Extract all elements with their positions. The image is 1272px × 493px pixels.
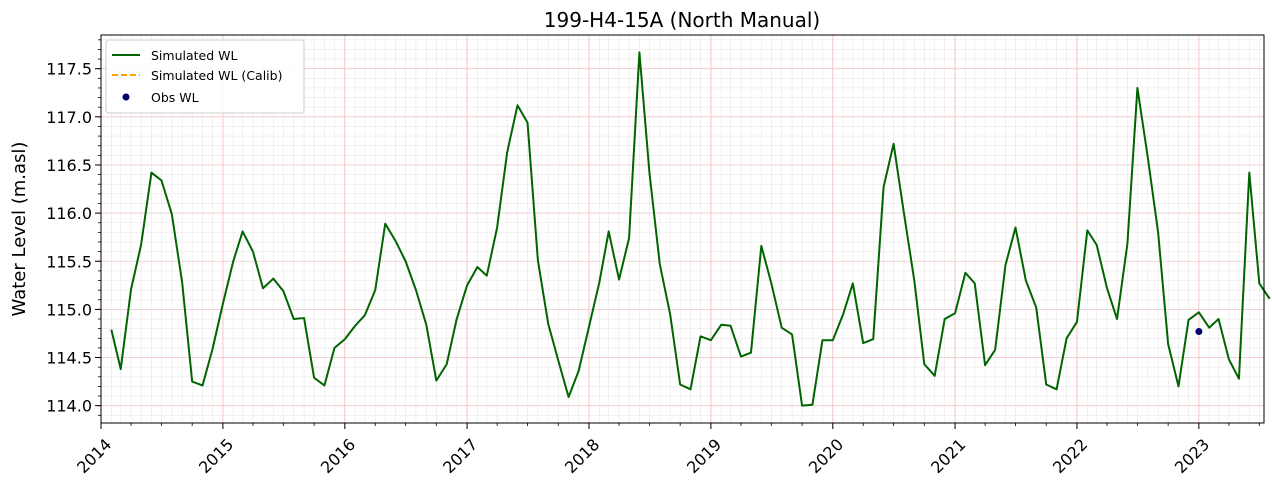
series-line-0 bbox=[110, 51, 1271, 407]
plot-frame bbox=[100, 34, 1265, 424]
y-tick-label: 117.0 bbox=[46, 108, 92, 127]
legend-box bbox=[105, 39, 305, 114]
y-tick-label: 116.0 bbox=[46, 204, 92, 223]
legend: Simulated WL Simulated WL (Calib) Obs WL bbox=[105, 39, 305, 114]
y-tick-label: 116.5 bbox=[46, 156, 92, 175]
legend-label-simulated: Simulated WL bbox=[151, 48, 237, 63]
y-tick-label: 115.0 bbox=[46, 300, 92, 319]
legend-label-obs: Obs WL bbox=[151, 90, 199, 105]
y-tick-label: 117.5 bbox=[46, 60, 92, 79]
obs-point bbox=[1195, 328, 1203, 336]
y-tick-label: 115.5 bbox=[46, 252, 92, 271]
y-axis-label: Water Level (m.asl) bbox=[9, 142, 30, 317]
y-tick-label: 114.5 bbox=[46, 349, 92, 368]
chart-title: 199-H4-15A (North Manual) bbox=[544, 8, 820, 32]
series-layer bbox=[110, 51, 1271, 407]
legend-label-calib: Simulated WL (Calib) bbox=[151, 68, 282, 83]
y-tick-label: 114.0 bbox=[46, 397, 92, 416]
legend-swatch-obs bbox=[122, 93, 130, 101]
